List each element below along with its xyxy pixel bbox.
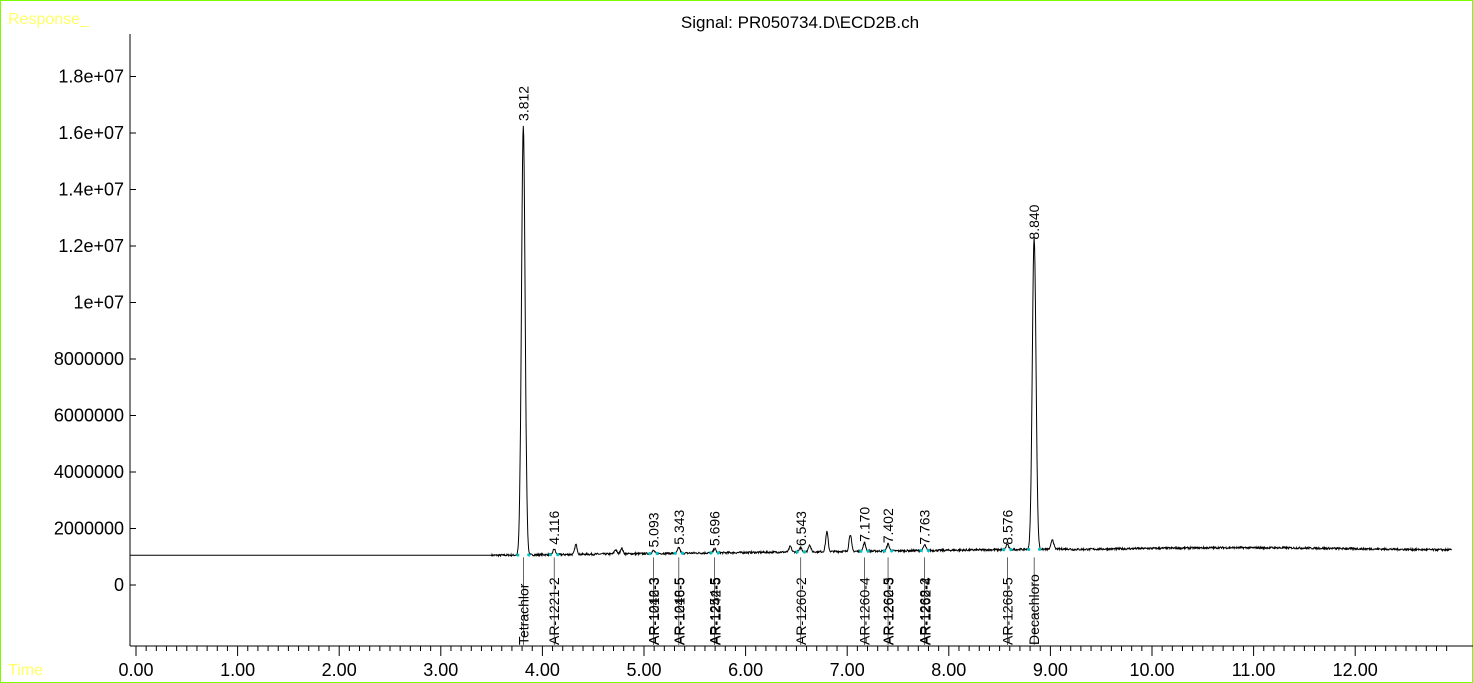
time-axis-label: Time <box>8 662 43 679</box>
baseline-marker <box>556 553 560 557</box>
peak-rt-label: 5.696 <box>707 511 723 546</box>
baseline-marker <box>866 549 870 553</box>
peak-rt-label: 5.343 <box>671 509 687 544</box>
baseline-marker <box>882 549 886 553</box>
peak-rt-label: 7.170 <box>856 507 872 542</box>
x-tick-label: 3.00 <box>423 660 458 680</box>
compound-label: AR-1268-2 <box>917 577 933 645</box>
y-tick-label: 1.6e+07 <box>58 123 124 143</box>
x-tick-label: 10.00 <box>1129 660 1174 680</box>
peak-rt-label: 7.402 <box>880 508 896 543</box>
x-tick-label: 7.00 <box>830 660 865 680</box>
compound-label: AR-1221-2 <box>546 577 562 645</box>
compound-label: AR-1242-3 <box>645 577 661 645</box>
y-tick-label: 1.8e+07 <box>58 67 124 87</box>
compound-label: AR-1016-5 <box>671 577 687 645</box>
x-tick-label: 6.00 <box>728 660 763 680</box>
baseline-marker <box>1038 547 1042 551</box>
chart-title: Signal: PR050734.D\ECD2B.ch <box>681 13 919 32</box>
x-tick-label: 8.00 <box>931 660 966 680</box>
x-axis: 0.00 1.00 2.00 3.00 4.00 5.00 6.00 7.00 8.00 9.00… <box>118 646 1448 680</box>
baseline-marker <box>1027 547 1031 551</box>
baseline-marker <box>890 549 894 553</box>
baseline-marker <box>527 553 531 557</box>
y-tick-label: 1e+07 <box>73 293 124 313</box>
compound-label: AR-1260-2 <box>793 577 809 645</box>
compound-label: AR-1268-5 <box>999 577 1015 645</box>
signal-trace <box>130 125 1452 558</box>
compound-label: AR-1254-5 <box>707 577 723 645</box>
y-tick-label: 6000000 <box>54 406 124 426</box>
x-tick-label: 11.00 <box>1232 660 1276 680</box>
baseline-marker <box>648 551 652 556</box>
baseline-marker <box>859 549 863 553</box>
baseline-marker <box>716 551 720 555</box>
peak-rt-label: 8.840 <box>1026 204 1042 239</box>
compound-label: AR-1262-5 <box>880 577 896 645</box>
baseline-marker <box>709 551 713 555</box>
baseline-marker <box>795 550 799 554</box>
peak-rt-label: 8.576 <box>999 509 1015 544</box>
peak-rt-label: 4.116 <box>546 510 562 544</box>
y-tick-label: 2000000 <box>54 519 124 539</box>
x-tick-label: 0.00 <box>118 660 153 680</box>
signal-trace-group <box>130 125 1452 558</box>
x-tick-label: 5.00 <box>626 660 661 680</box>
baseline-marker <box>680 551 685 555</box>
compound-label: AR-1260-4 <box>856 577 872 645</box>
y-tick-label: 1.4e+07 <box>58 180 124 200</box>
baseline-marker <box>802 550 807 554</box>
compound-label: AR-1016-3 <box>646 577 662 645</box>
y-tick-label: 0 <box>114 575 124 595</box>
x-tick-label: 1.00 <box>220 660 255 680</box>
baseline-marker <box>516 553 520 557</box>
baseline-marker <box>655 551 659 556</box>
compound-label: AR-1248-5 <box>671 577 687 645</box>
peak-rt-label: 6.543 <box>793 511 809 546</box>
compound-label: AR-1260-3 <box>881 577 897 645</box>
peak-rt-label: 7.763 <box>917 509 933 544</box>
baseline-marker <box>1009 547 1013 552</box>
x-tick-label: 4.00 <box>525 660 560 680</box>
x-tick-label: 12.00 <box>1333 660 1378 680</box>
peak-labels: 3.812 4.116 5.093 5.343 5.696 6.543 7.170 7.402… <box>515 86 1042 548</box>
compound-label: Tetrachlor <box>515 583 531 645</box>
x-tick-label: 2.00 <box>322 660 357 680</box>
baseline-marker <box>548 553 553 557</box>
compound-labels: Tetrachlor AR-1221-2 AR-1242-3AR-1016-3 AR-… <box>515 557 1042 645</box>
compound-label: AR-1262-4 <box>917 577 933 645</box>
compound-label: AR-1242-5 <box>707 577 723 645</box>
baseline-marker <box>1002 548 1006 552</box>
baseline-marker <box>673 551 677 555</box>
y-tick-label: 8000000 <box>54 349 124 369</box>
y-tick-label: 1.2e+07 <box>58 236 124 256</box>
y-tick-label: 4000000 <box>54 462 124 482</box>
baseline-marker <box>926 548 930 553</box>
peak-rt-label: 5.093 <box>645 512 661 547</box>
y-axis: 0 2000000 4000000 6000000 8000000 1e+07 1.2e+0… <box>54 67 136 595</box>
baseline-marker <box>919 548 923 553</box>
peak-rt-label: 3.812 <box>515 86 531 121</box>
compound-label: Decachloro <box>1026 574 1042 645</box>
response-axis-label: Response_ <box>8 11 89 28</box>
x-tick-label: 9.00 <box>1033 660 1068 680</box>
